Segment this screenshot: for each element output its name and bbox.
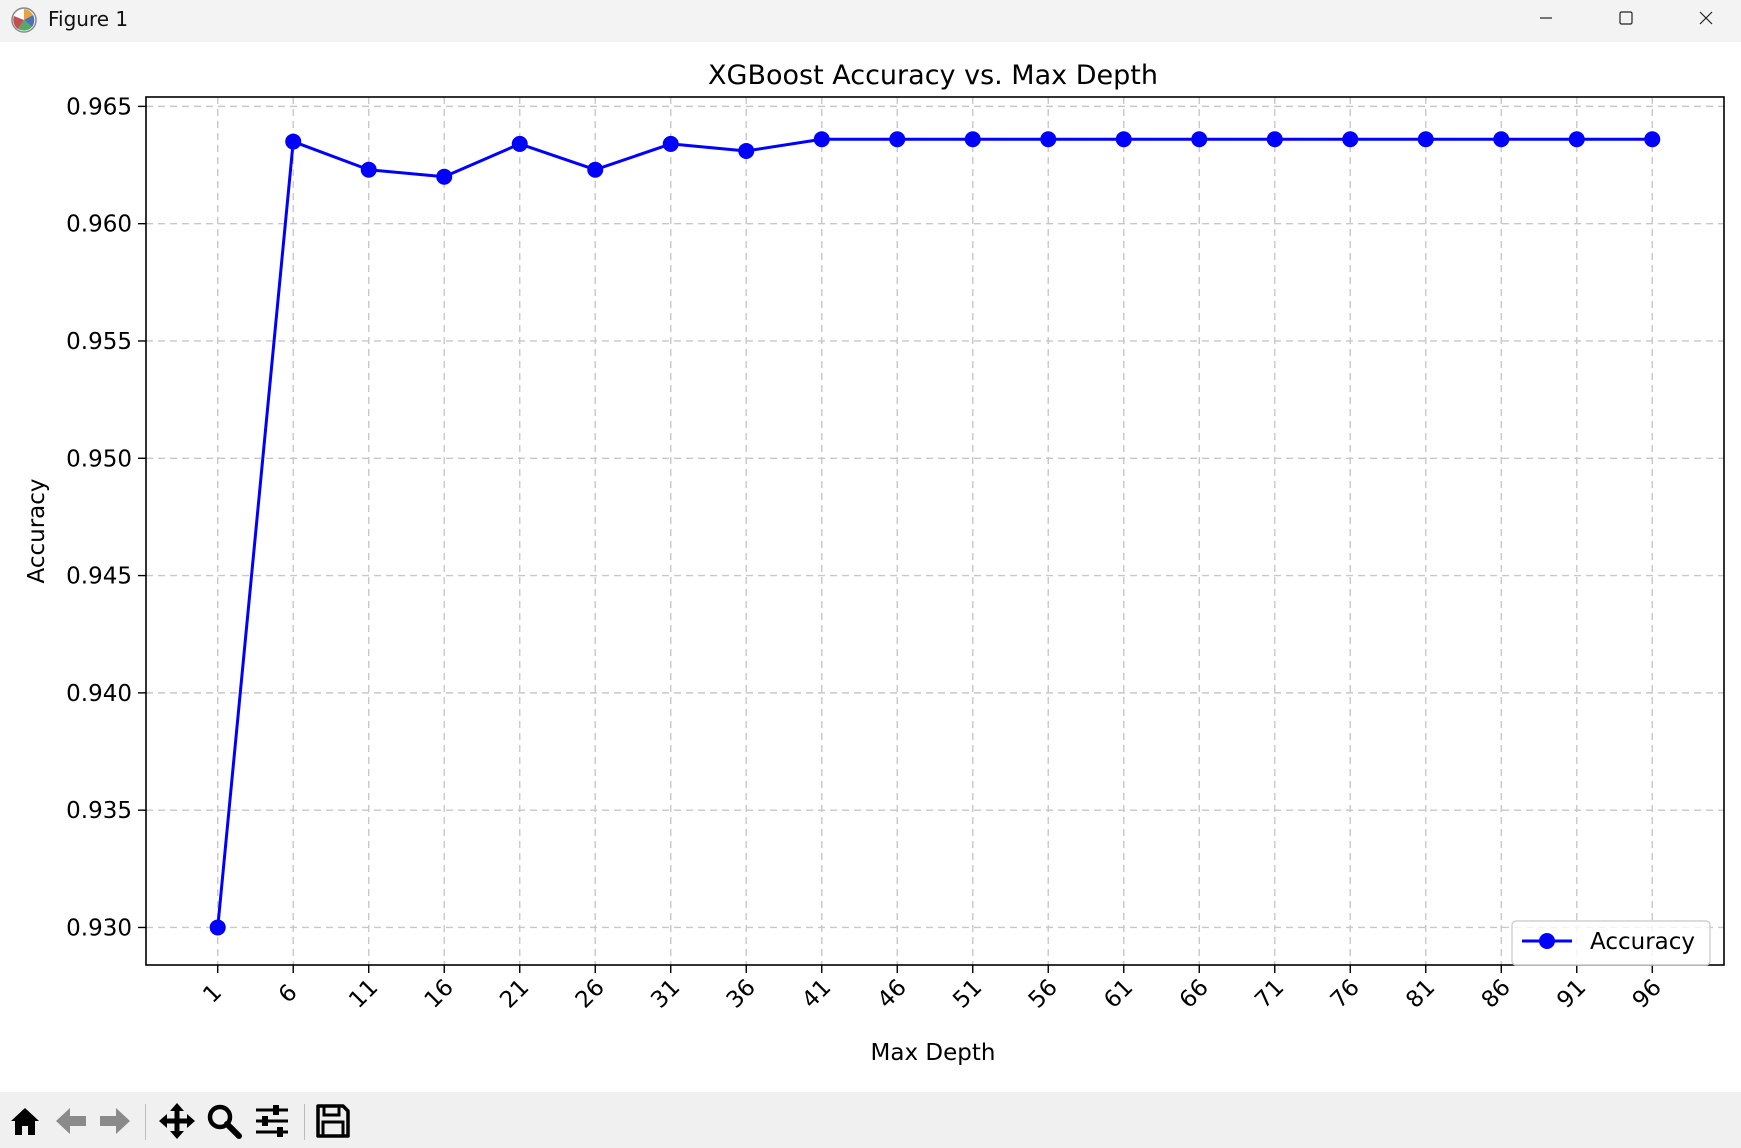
chart-title: XGBoost Accuracy vs. Max Depth [708, 60, 1158, 91]
x-tick-label: 66 [1175, 975, 1214, 1014]
back-button[interactable] [50, 1100, 92, 1142]
y-tick-label: 0.960 [66, 212, 132, 238]
data-point-marker [1568, 131, 1585, 148]
data-point-marker [209, 919, 226, 936]
x-tick-label: 86 [1477, 975, 1516, 1014]
x-tick-label: 91 [1552, 975, 1591, 1014]
x-axis-ticks: 1 6 11 16 21 26 31 36 41 46 51 56 61 66 71 76 81 86 91 96 [198, 965, 1667, 1014]
legend-label: Accuracy [1590, 929, 1695, 955]
forward-button[interactable] [94, 1100, 136, 1142]
legend-marker-sample [1539, 933, 1555, 949]
data-point-marker [964, 131, 981, 148]
minimize-icon [1540, 17, 1552, 19]
x-tick-label: 11 [344, 975, 383, 1014]
legend: Accuracy [1511, 920, 1711, 966]
grid-lines [146, 97, 1724, 965]
data-point-marker [1191, 131, 1208, 148]
navigation-toolbar [0, 1092, 1741, 1148]
pan-icon [159, 1103, 195, 1139]
x-tick-label: 61 [1099, 975, 1138, 1014]
zoom-icon [207, 1104, 242, 1139]
minimize-button[interactable] [1506, 0, 1586, 36]
back-arrow-icon [56, 1108, 86, 1134]
window-title: Figure 1 [48, 7, 129, 31]
matplotlib-logo-icon [11, 7, 37, 33]
y-tick-label: 0.945 [66, 564, 132, 590]
close-button[interactable] [1666, 0, 1741, 36]
figure-canvas[interactable]: XGBoost Accuracy vs. Max Depth 0.930 0.93… [0, 42, 1741, 1092]
x-tick-label: 6 [274, 980, 303, 1009]
data-point-marker [813, 131, 830, 148]
configure-subplots-button[interactable] [251, 1100, 293, 1142]
y-axis-ticks: 0.930 0.935 0.940 0.945 0.950 0.955 0.960 0.965 [66, 94, 146, 941]
x-tick-label: 41 [797, 975, 836, 1014]
save-button[interactable] [312, 1100, 354, 1142]
x-tick-label: 46 [873, 975, 912, 1014]
data-point-marker [587, 161, 604, 178]
toolbar-separator [145, 1104, 146, 1140]
data-point-marker [662, 135, 679, 152]
line-chart: XGBoost Accuracy vs. Max Depth 0.9300.93… [24, 60, 1725, 1066]
y-axis-label: Accuracy [24, 478, 50, 583]
data-point-marker [1644, 131, 1661, 148]
legend-box [1511, 920, 1711, 966]
data-point-marker [738, 142, 755, 159]
data-point-marker [360, 161, 377, 178]
data-point-marker [1040, 131, 1057, 148]
data-point-marker [436, 168, 453, 185]
series-line-accuracy [216, 137, 1653, 928]
data-point-marker [889, 131, 906, 148]
forward-arrow-icon [100, 1108, 130, 1134]
toolbar-separator [304, 1104, 305, 1140]
data-point-marker [1417, 131, 1434, 148]
y-tick-label: 0.950 [66, 446, 132, 472]
x-tick-label: 1 [198, 980, 227, 1009]
maximize-icon [1619, 11, 1633, 25]
maximize-button[interactable] [1586, 0, 1666, 36]
y-tick-label: 0.965 [66, 94, 132, 120]
data-point-marker [1493, 131, 1510, 148]
x-tick-label: 81 [1401, 975, 1440, 1014]
y-tick-label: 0.955 [66, 329, 132, 355]
data-point-marker [1115, 131, 1132, 148]
data-point-marker [511, 135, 528, 152]
x-tick-label: 76 [1326, 975, 1365, 1014]
series-markers [209, 131, 1661, 936]
y-tick-label: 0.935 [66, 798, 132, 824]
zoom-button[interactable] [203, 1100, 245, 1142]
series-line [216, 137, 1653, 928]
x-tick-label: 16 [420, 975, 459, 1014]
title-bar: Figure 1 [0, 0, 1741, 42]
x-tick-label: 96 [1628, 975, 1667, 1014]
data-point-marker [1342, 131, 1359, 148]
data-point-marker [285, 133, 302, 150]
home-icon [11, 1108, 39, 1135]
x-tick-label: 71 [1250, 975, 1289, 1014]
save-icon [316, 1104, 350, 1138]
x-axis-label: Max Depth [871, 1040, 996, 1066]
x-tick-label: 21 [495, 975, 534, 1014]
pan-button[interactable] [156, 1100, 198, 1142]
axes-frame [145, 96, 1725, 966]
configure-subplots-icon [256, 1105, 288, 1137]
x-tick-label: 36 [722, 975, 761, 1014]
x-tick-label: 31 [646, 975, 685, 1014]
y-tick-label: 0.930 [66, 915, 132, 941]
close-icon [1699, 11, 1713, 25]
x-tick-label: 51 [948, 975, 987, 1014]
home-button[interactable] [4, 1100, 46, 1142]
x-tick-label: 56 [1024, 975, 1063, 1014]
x-tick-label: 26 [571, 975, 610, 1014]
data-point-marker [1266, 131, 1283, 148]
y-tick-label: 0.940 [66, 681, 132, 707]
